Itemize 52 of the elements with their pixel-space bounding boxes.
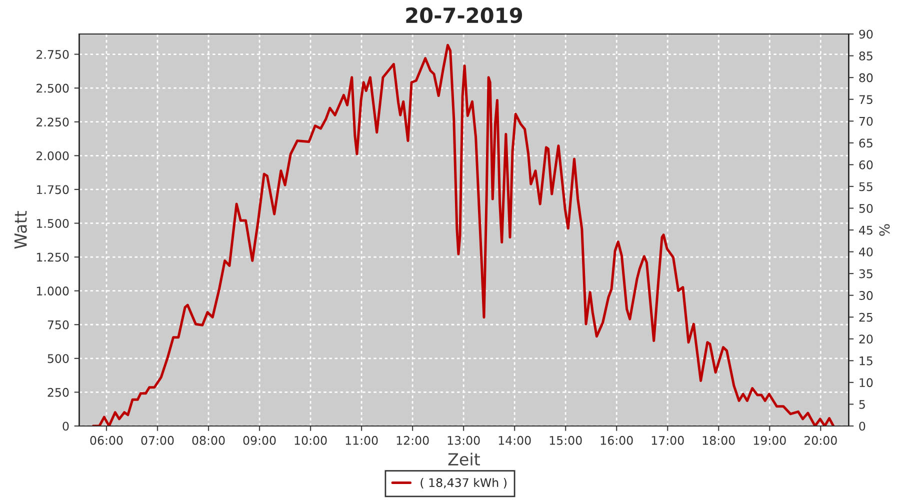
y2-axis-title: % bbox=[879, 224, 890, 236]
y2-tick-label: 40 bbox=[859, 248, 873, 256]
x-tick-label: 18:00 bbox=[702, 436, 735, 445]
y-tick-label: 1.250 bbox=[36, 252, 69, 262]
y2-tick-label: 0 bbox=[859, 422, 866, 431]
y2-tick-label: 60 bbox=[859, 160, 873, 170]
y-tick-label: 1.500 bbox=[36, 218, 69, 228]
y2-tick-label: 25 bbox=[859, 312, 872, 322]
x-tick-label: 06:00 bbox=[90, 436, 123, 445]
y2-tick-label: 20 bbox=[859, 334, 873, 344]
y2-tick-label: 70 bbox=[859, 116, 873, 126]
y-tick-label: 1.000 bbox=[36, 286, 69, 296]
x-tick-label: 09:00 bbox=[243, 436, 276, 445]
y2-tick-label: 75 bbox=[859, 95, 872, 104]
y2-tick-label: 35 bbox=[859, 269, 872, 278]
y-tick-label: 500 bbox=[48, 354, 69, 364]
x-tick-label: 11:00 bbox=[346, 436, 378, 445]
y2-tick-label: 90 bbox=[859, 30, 873, 39]
y-tick-label: 250 bbox=[48, 388, 69, 397]
line-series bbox=[92, 44, 835, 426]
y2-tick-label: 80 bbox=[859, 73, 873, 82]
y2-tick-label: 15 bbox=[860, 356, 872, 366]
y2-tick-label: 5 bbox=[859, 400, 865, 409]
y2-tick-label: 50 bbox=[859, 204, 873, 213]
y-axis-title: Watt bbox=[14, 211, 27, 249]
y2-tick-label: 65 bbox=[859, 138, 872, 148]
x-tick-label: 10:00 bbox=[294, 436, 327, 445]
x-tick-label: 17:00 bbox=[652, 436, 684, 445]
y-tick-label: 2.750 bbox=[36, 50, 69, 59]
y-tick-label: 1.750 bbox=[36, 185, 69, 194]
x-tick-label: 12:00 bbox=[396, 436, 429, 445]
x-tick-label: 19:00 bbox=[754, 436, 786, 445]
y2-tick-label: 45 bbox=[859, 226, 872, 235]
y-tick-label: 2.500 bbox=[36, 84, 69, 93]
x-tick-label: 16:00 bbox=[600, 436, 633, 445]
x-tick-label: 15:00 bbox=[550, 436, 582, 445]
x-tick-label: 07:00 bbox=[141, 436, 174, 445]
x-tick-label: 13:00 bbox=[448, 436, 480, 445]
chart-title: 20-7-2019 bbox=[406, 7, 522, 24]
y-tick-label: 2.000 bbox=[36, 151, 69, 160]
y2-tick-label: 30 bbox=[859, 291, 873, 300]
y2-tick-label: 85 bbox=[859, 52, 872, 60]
x-tick-label: 20:00 bbox=[804, 436, 837, 445]
y-tick-label: 2.250 bbox=[36, 118, 69, 127]
y-tick-label: 0 bbox=[62, 422, 69, 431]
y2-tick-label: 55 bbox=[859, 182, 872, 192]
legend-label: ( 18,437 kWh ) bbox=[420, 478, 506, 488]
x-axis-title: Zeit bbox=[448, 452, 480, 466]
y-tick-label: 750 bbox=[48, 320, 69, 330]
x-tick-label: 08:00 bbox=[192, 436, 225, 445]
x-tick-label: 14:00 bbox=[498, 436, 531, 445]
y2-tick-label: 10 bbox=[860, 378, 873, 388]
